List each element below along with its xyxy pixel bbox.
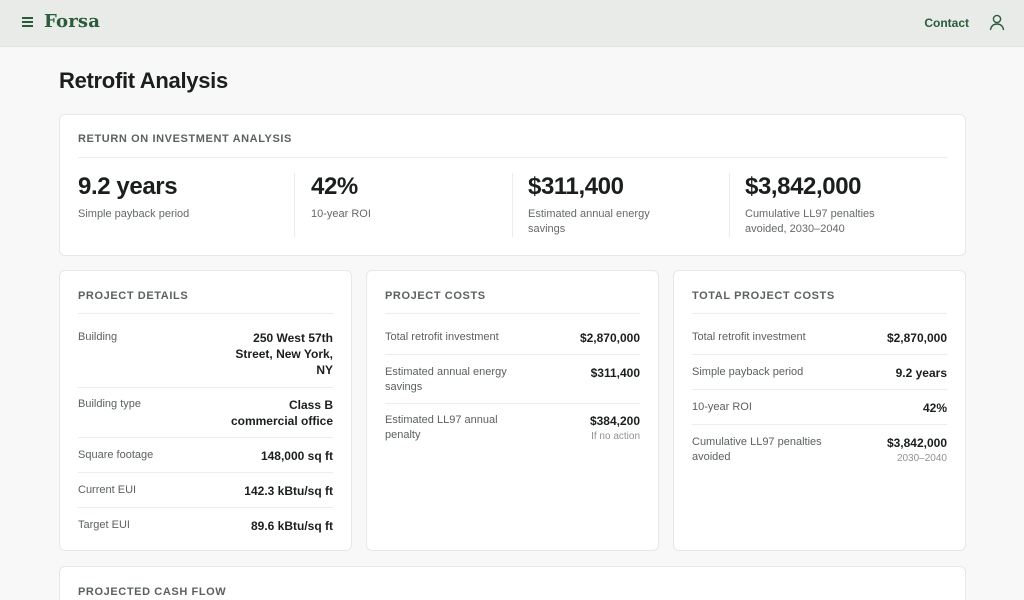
total-row-payback: Simple payback period 9.2 years — [692, 365, 947, 383]
row-value: 9.2 years — [895, 366, 947, 380]
divider — [78, 507, 333, 508]
detail-row-current-eui: Current EUI 142.3 kBtu/sq ft — [78, 483, 333, 501]
kpi-divider — [512, 173, 513, 237]
row-label: Simple payback period — [692, 366, 804, 378]
divider — [692, 389, 947, 390]
top-bar: Forsa Contact — [0, 0, 1024, 47]
row-label: Building type — [78, 398, 141, 410]
row-value: Class B commercial office — [230, 398, 333, 428]
card-title: PROJECT DETAILS — [78, 290, 189, 302]
contact-link[interactable]: Contact — [924, 16, 969, 30]
row-label: Building — [78, 331, 118, 343]
card-title: TOTAL PROJECT COSTS — [692, 290, 835, 302]
divider — [78, 157, 947, 158]
total-row-investment: Total retrofit investment $2,870,000 — [692, 330, 947, 348]
project-details-card: PROJECT DETAILS Building 250 West 57th S… — [59, 270, 352, 551]
kpi-value: $3,842,000 — [745, 173, 862, 200]
total-row-penalties-avoided: Cumulative LL97 penalties avoided $3,842… — [692, 435, 947, 469]
row-label: Current EUI — [78, 484, 137, 496]
total-row-roi: 10-year ROI 42% — [692, 400, 947, 418]
card-title: PROJECT COSTS — [385, 290, 486, 302]
row-value: 148,000 sq ft — [260, 449, 333, 463]
kpi-value: 9.2 years — [78, 173, 178, 200]
kpi-divider — [729, 173, 730, 237]
row-value: $2,870,000 — [579, 331, 640, 345]
brand-logo[interactable]: Forsa — [44, 11, 101, 32]
kpi-annual-savings: $311,400 Estimated annual energy savings — [528, 173, 718, 237]
kpi-value: 42% — [311, 173, 358, 200]
divider — [692, 424, 947, 425]
kpi-label: Simple payback period — [78, 208, 190, 220]
kpi-payback: 9.2 years Simple payback period — [78, 173, 278, 237]
cost-row-ll97-penalty: Estimated LL97 annual penalty $384,200 I… — [385, 413, 640, 447]
detail-row-target-eui: Target EUI 89.6 kBtu/sq ft — [78, 518, 333, 536]
page-title: Retrofit Analysis — [59, 68, 228, 93]
row-label: Square footage — [78, 449, 154, 461]
kpi-penalties-avoided: $3,842,000 Cumulative LL97 penalties avo… — [745, 173, 945, 237]
detail-row-building-type: Building type Class B commercial office — [78, 397, 333, 433]
row-value: $3,842,000 — [886, 436, 947, 450]
menu-icon[interactable] — [22, 17, 33, 27]
projected-cash-flow-card: PROJECTED CASH FLOW — [59, 566, 966, 600]
row-value: 89.6 kBtu/sq ft — [250, 519, 333, 533]
divider — [692, 313, 947, 314]
kpi-value: $311,400 — [528, 173, 624, 200]
cost-row-annual-savings: Estimated annual energy savings $311,400 — [385, 365, 640, 399]
row-label: Estimated LL97 annual penalty — [385, 414, 498, 441]
divider — [78, 313, 333, 314]
roi-card-title: RETURN ON INVESTMENT ANALYSIS — [78, 133, 292, 145]
divider — [78, 437, 333, 438]
row-label: Total retrofit investment — [385, 331, 499, 343]
kpi-label: 10-year ROI — [311, 208, 371, 220]
divider — [385, 354, 640, 355]
row-value: $2,870,000 — [886, 331, 947, 345]
divider — [78, 472, 333, 473]
divider — [78, 387, 333, 388]
row-value: $384,200 — [589, 414, 640, 428]
row-value: 42% — [922, 401, 947, 415]
row-note: If no action — [591, 431, 640, 442]
row-label: Total retrofit investment — [692, 331, 806, 343]
kpi-divider — [294, 173, 295, 237]
user-icon[interactable] — [988, 13, 1006, 31]
kpi-roi: 42% 10-year ROI — [311, 173, 501, 237]
divider — [385, 313, 640, 314]
detail-row-square-footage: Square footage 148,000 sq ft — [78, 448, 333, 466]
project-costs-card: PROJECT COSTS Total retrofit investment … — [366, 270, 659, 551]
row-label: 10-year ROI — [692, 401, 752, 413]
row-note: 2030–2040 — [896, 453, 947, 464]
detail-row-building: Building 250 West 57th Street, New York,… — [78, 330, 333, 382]
row-value: $311,400 — [590, 366, 640, 380]
row-value: 142.3 kBtu/sq ft — [244, 484, 333, 498]
kpi-label: Estimated annual energy savings — [528, 208, 650, 235]
roi-analysis-card: RETURN ON INVESTMENT ANALYSIS 9.2 years … — [59, 114, 966, 256]
row-label: Target EUI — [78, 519, 130, 531]
row-value: 250 West 57th Street, New York, NY — [235, 331, 333, 377]
kpi-label: Cumulative LL97 penalties avoided, 2030–… — [745, 208, 875, 235]
divider — [692, 354, 947, 355]
card-title: PROJECTED CASH FLOW — [78, 586, 227, 598]
row-label: Cumulative LL97 penalties avoided — [692, 436, 822, 463]
divider — [385, 403, 640, 404]
total-project-costs-card: TOTAL PROJECT COSTS Total retrofit inves… — [673, 270, 966, 551]
cost-row-total-investment: Total retrofit investment $2,870,000 — [385, 330, 640, 348]
row-label: Estimated annual energy savings — [385, 366, 507, 393]
